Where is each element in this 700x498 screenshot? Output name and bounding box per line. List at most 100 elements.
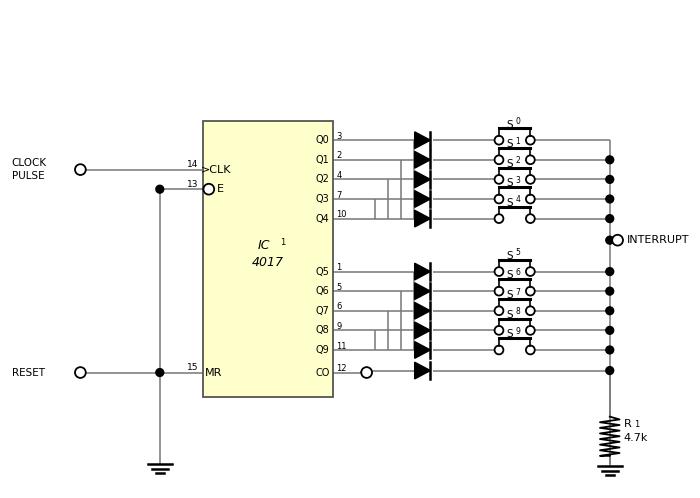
Circle shape <box>606 287 614 295</box>
Text: S: S <box>506 159 512 169</box>
Text: RESET: RESET <box>12 368 45 377</box>
Text: S: S <box>506 178 512 188</box>
Text: 1: 1 <box>634 420 640 429</box>
Circle shape <box>495 267 503 276</box>
Circle shape <box>526 306 535 315</box>
Polygon shape <box>414 171 430 188</box>
Polygon shape <box>414 263 430 280</box>
Text: 2: 2 <box>336 151 342 160</box>
Text: E: E <box>216 184 223 194</box>
Circle shape <box>612 235 623 246</box>
Text: Q5: Q5 <box>316 266 330 276</box>
Circle shape <box>495 326 503 335</box>
Text: 4017: 4017 <box>252 256 284 269</box>
Text: S: S <box>506 329 512 339</box>
Text: CO: CO <box>315 368 330 377</box>
Polygon shape <box>414 322 430 339</box>
Text: 6: 6 <box>516 268 521 277</box>
Circle shape <box>526 287 535 296</box>
Text: 1: 1 <box>280 238 285 247</box>
Circle shape <box>526 175 535 184</box>
Text: S: S <box>506 310 512 320</box>
Text: PULSE: PULSE <box>12 171 44 181</box>
Text: 1: 1 <box>516 136 520 146</box>
Polygon shape <box>414 151 430 168</box>
Circle shape <box>606 307 614 315</box>
Text: >CLK: >CLK <box>201 165 232 175</box>
Circle shape <box>75 164 86 175</box>
Polygon shape <box>414 132 430 148</box>
Text: S: S <box>506 251 512 261</box>
Circle shape <box>526 267 535 276</box>
Text: 15: 15 <box>186 363 198 372</box>
Circle shape <box>495 346 503 355</box>
Circle shape <box>75 367 86 378</box>
Text: INTERRUPT: INTERRUPT <box>626 235 689 245</box>
Text: 14: 14 <box>187 160 198 169</box>
Text: Q7: Q7 <box>316 306 330 316</box>
Text: 0: 0 <box>516 117 521 126</box>
Text: 2: 2 <box>516 156 520 165</box>
Text: Q9: Q9 <box>316 345 330 355</box>
Circle shape <box>526 155 535 164</box>
Text: 1: 1 <box>336 263 342 272</box>
Circle shape <box>606 215 614 223</box>
Text: R: R <box>624 419 631 429</box>
Text: 4.7k: 4.7k <box>624 433 648 443</box>
Text: S: S <box>506 290 512 300</box>
Text: 5: 5 <box>516 249 521 257</box>
Circle shape <box>606 267 614 275</box>
Text: S: S <box>506 139 512 149</box>
Circle shape <box>526 214 535 223</box>
Circle shape <box>606 236 614 244</box>
Polygon shape <box>414 302 430 319</box>
Circle shape <box>495 155 503 164</box>
Circle shape <box>526 136 535 144</box>
Circle shape <box>495 136 503 144</box>
Text: S: S <box>506 270 512 280</box>
Text: 4: 4 <box>516 196 521 205</box>
Text: 9: 9 <box>336 322 342 331</box>
Circle shape <box>606 156 614 164</box>
Text: Q6: Q6 <box>316 286 330 296</box>
Circle shape <box>204 184 214 195</box>
Text: 13: 13 <box>186 180 198 189</box>
Circle shape <box>526 326 535 335</box>
Bar <box>203 121 333 397</box>
Text: Q1: Q1 <box>316 155 330 165</box>
Circle shape <box>156 369 164 376</box>
Circle shape <box>495 214 503 223</box>
Circle shape <box>526 195 535 203</box>
Text: Q0: Q0 <box>316 135 330 145</box>
Circle shape <box>156 185 164 193</box>
Circle shape <box>495 175 503 184</box>
Text: 9: 9 <box>516 327 521 336</box>
Text: MR: MR <box>205 368 223 377</box>
Polygon shape <box>414 362 430 379</box>
Circle shape <box>606 195 614 203</box>
Circle shape <box>526 346 535 355</box>
Text: S: S <box>506 120 512 129</box>
Polygon shape <box>414 342 430 358</box>
Text: 12: 12 <box>336 364 346 373</box>
Circle shape <box>495 287 503 296</box>
Circle shape <box>606 327 614 334</box>
Text: 3: 3 <box>516 176 521 185</box>
Circle shape <box>495 306 503 315</box>
Text: 5: 5 <box>336 283 342 292</box>
Circle shape <box>606 346 614 354</box>
Text: 11: 11 <box>336 342 346 351</box>
Text: 7: 7 <box>516 288 521 297</box>
Text: CLOCK: CLOCK <box>12 158 47 168</box>
Text: 7: 7 <box>336 191 342 200</box>
Text: Q3: Q3 <box>316 194 330 204</box>
Text: 3: 3 <box>336 132 342 141</box>
Text: 10: 10 <box>336 210 346 219</box>
Circle shape <box>606 367 614 374</box>
Text: 6: 6 <box>336 302 342 311</box>
Text: 8: 8 <box>516 307 520 316</box>
Text: Q8: Q8 <box>316 325 330 335</box>
Polygon shape <box>414 191 430 207</box>
Circle shape <box>495 195 503 203</box>
Polygon shape <box>414 210 430 227</box>
